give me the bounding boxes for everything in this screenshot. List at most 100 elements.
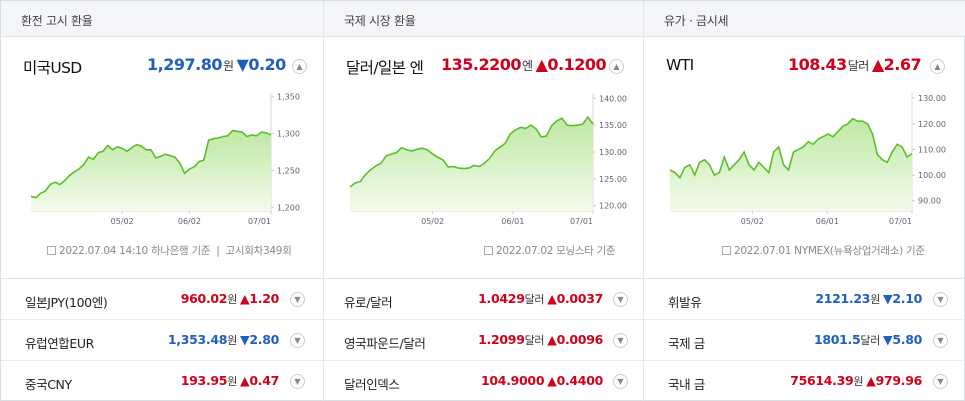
list-item-name[interactable]: 일본JPY(100엔) <box>25 295 108 310</box>
list-item[interactable]: 유로/달러 1.0429달러 ▲0.0037 ▼ <box>324 279 643 320</box>
main-rate-name[interactable]: 미국USD <box>23 59 82 77</box>
y-tick-label: 1,350 <box>277 93 300 102</box>
main-change-value: 0.20 <box>248 55 286 74</box>
list-item-value: 75614.39원 ▲979.96 <box>790 373 922 389</box>
chevron-up-icon[interactable]: ▲ <box>292 59 307 74</box>
series-line <box>349 115 594 188</box>
chevron-down-icon[interactable]: ▼ <box>613 292 628 307</box>
x-tick-label: 07/01 <box>889 217 912 226</box>
y-tick-label: 135.00 <box>599 121 627 130</box>
main-rate-row: WTI 108.43달러 ▲2.67 ▲ <box>644 55 965 78</box>
main-rate-name[interactable]: 달러/일본 엔 <box>346 59 424 77</box>
x-tick-label: 05/02 <box>111 217 134 226</box>
list-item[interactable]: 국제 금 1801.5달러 ▼5.80 ▼ <box>644 320 965 361</box>
list-item-name[interactable]: 휘발유 <box>668 295 702 310</box>
value-unit: 원 <box>227 293 238 306</box>
series-line <box>669 117 913 180</box>
change-value: 0.0096 <box>556 332 604 347</box>
y-tick-label: 1,300 <box>277 130 300 139</box>
list-item[interactable]: 휘발유 2121.23원 ▼2.10 ▼ <box>644 279 965 320</box>
change-value: 5.80 <box>892 332 922 347</box>
chevron-down-icon[interactable]: ▼ <box>613 374 628 389</box>
chevron-down-icon[interactable]: ▼ <box>290 292 305 307</box>
value-unit: 달러 <box>524 293 545 306</box>
panel-international-rate: 국제 시장 환율 달러/일본 엔 135.2200엔 ▲0.1200 ▲ 120.… <box>324 1 644 401</box>
y-tick-label: 125.00 <box>599 175 627 184</box>
series-area <box>350 117 593 211</box>
up-arrow-icon: ▲ <box>240 291 250 306</box>
list-item[interactable]: 국내 금 75614.39원 ▲979.96 ▼ <box>644 361 965 401</box>
list-item[interactable]: 유럽연합EUR 1,353.48원 ▼2.80 ▼ <box>1 320 323 361</box>
list-item[interactable]: 일본JPY(100엔) 960.02원 ▲1.20 ▼ <box>1 279 323 320</box>
basis-info: 2022.07.04 14:10 하나은행 기준 | 고시회차349회 <box>47 243 292 258</box>
value-number: 1.0429 <box>478 291 525 306</box>
document-icon <box>484 246 493 255</box>
x-tick-label: 07/01 <box>570 217 593 226</box>
main-change-value: 2.67 <box>883 55 922 74</box>
main-rate-value: 108.43달러 ▲2.67 <box>788 55 922 74</box>
rate-list: 휘발유 2121.23원 ▼2.10 ▼ 국제 금 1801.5달러 ▼5.80 ▼… <box>644 278 965 401</box>
list-item-value: 1.2099달러 ▲0.0096 <box>478 332 603 348</box>
list-item-value: 104.9000 ▲0.4400 <box>481 373 603 388</box>
chevron-down-icon[interactable]: ▼ <box>290 374 305 389</box>
panel-oil-gold: 유가 · 금시세 WTI 108.43달러 ▲2.67 ▲ 90.00 100.00… <box>644 1 965 401</box>
x-tick-label: 06/01 <box>816 217 839 226</box>
tab-oil-gold[interactable]: 유가 · 금시세 <box>644 1 965 37</box>
main-rate-value: 1,297.80원 ▼0.20 <box>147 55 286 74</box>
main-change: ▼0.20 <box>236 55 287 74</box>
chevron-down-icon[interactable]: ▼ <box>933 374 948 389</box>
down-arrow-icon: ▼ <box>883 332 893 347</box>
basis-info: 2022.07.02 모닝스타 기준 <box>484 243 616 258</box>
y-tick-label: 140.00 <box>599 94 627 103</box>
tab-exchange-notice[interactable]: 환전 고시 환율 <box>1 1 323 37</box>
list-item-value: 1.0429달러 ▲0.0037 <box>478 291 603 307</box>
main-value-number: 135.2200 <box>441 55 522 74</box>
value-unit: 달러 <box>524 334 545 347</box>
main-change-value: 0.1200 <box>547 55 607 74</box>
chevron-down-icon[interactable]: ▼ <box>933 292 948 307</box>
list-item-value: 2121.23원 ▼2.10 <box>815 291 922 307</box>
main-rate-name[interactable]: WTI <box>666 56 694 74</box>
down-arrow-icon: ▼ <box>236 55 249 74</box>
y-tick-label: 90.00 <box>918 197 941 206</box>
list-item[interactable]: 달러인덱스 104.9000 ▲0.4400 ▼ <box>324 361 643 401</box>
rate-list: 유로/달러 1.0429달러 ▲0.0037 ▼ 영국파운드/달러 1.2099달… <box>324 278 643 401</box>
y-tick-label: 1,200 <box>277 203 300 212</box>
list-item-name[interactable]: 영국파운드/달러 <box>344 336 426 351</box>
value-number: 1801.5 <box>813 332 861 347</box>
value-number: 960.02 <box>180 291 228 306</box>
list-item[interactable]: 중국CNY 193.95원 ▲0.47 ▼ <box>1 361 323 401</box>
list-item-name[interactable]: 국내 금 <box>668 377 705 392</box>
basis-text: 2022.07.01 NYMEX(뉴욕상업거래소) 기준 <box>734 245 925 257</box>
list-item-name[interactable]: 유로/달러 <box>344 295 393 310</box>
list-item-name[interactable]: 중국CNY <box>25 377 72 392</box>
chevron-down-icon[interactable]: ▼ <box>613 333 628 348</box>
panel-exchange-notice: 환전 고시 환율 미국USD 1,297.80원 ▼0.20 ▲ 1,200 1,2… <box>1 1 324 401</box>
main-value-number: 108.43 <box>788 55 847 74</box>
list-item-name[interactable]: 달러인덱스 <box>344 377 400 392</box>
value-number: 193.95 <box>180 373 228 388</box>
chevron-down-icon[interactable]: ▼ <box>933 333 948 348</box>
usd-chart: 1,200 1,250 1,300 1,350 05/02 06/02 07/01 <box>30 93 300 226</box>
list-item[interactable]: 영국파운드/달러 1.2099달러 ▲0.0096 ▼ <box>324 320 643 361</box>
basis-extra: 고시회차349회 <box>225 245 292 257</box>
document-icon <box>722 246 731 255</box>
chevron-up-icon[interactable]: ▲ <box>609 59 624 74</box>
main-rate-row: 달러/일본 엔 135.2200엔 ▲0.1200 ▲ <box>324 55 643 78</box>
list-item-name[interactable]: 유럽연합EUR <box>25 336 94 351</box>
series-area <box>31 130 271 211</box>
list-item-name[interactable]: 국제 금 <box>668 336 705 351</box>
up-arrow-icon: ▲ <box>547 291 557 306</box>
x-tick-label: 05/02 <box>741 217 764 226</box>
main-value-unit: 엔 <box>522 59 533 73</box>
change-value: 1.20 <box>249 291 279 306</box>
chevron-down-icon[interactable]: ▼ <box>290 333 305 348</box>
y-tick-label: 130.00 <box>599 148 627 157</box>
up-arrow-icon: ▲ <box>535 55 548 74</box>
series-area <box>670 118 912 211</box>
y-tick-label: 110.00 <box>918 145 946 154</box>
tab-international-rate[interactable]: 국제 시장 환율 <box>324 1 643 37</box>
chevron-up-icon[interactable]: ▲ <box>930 59 945 74</box>
main-rate-row: 미국USD 1,297.80원 ▼0.20 ▲ <box>1 55 323 78</box>
